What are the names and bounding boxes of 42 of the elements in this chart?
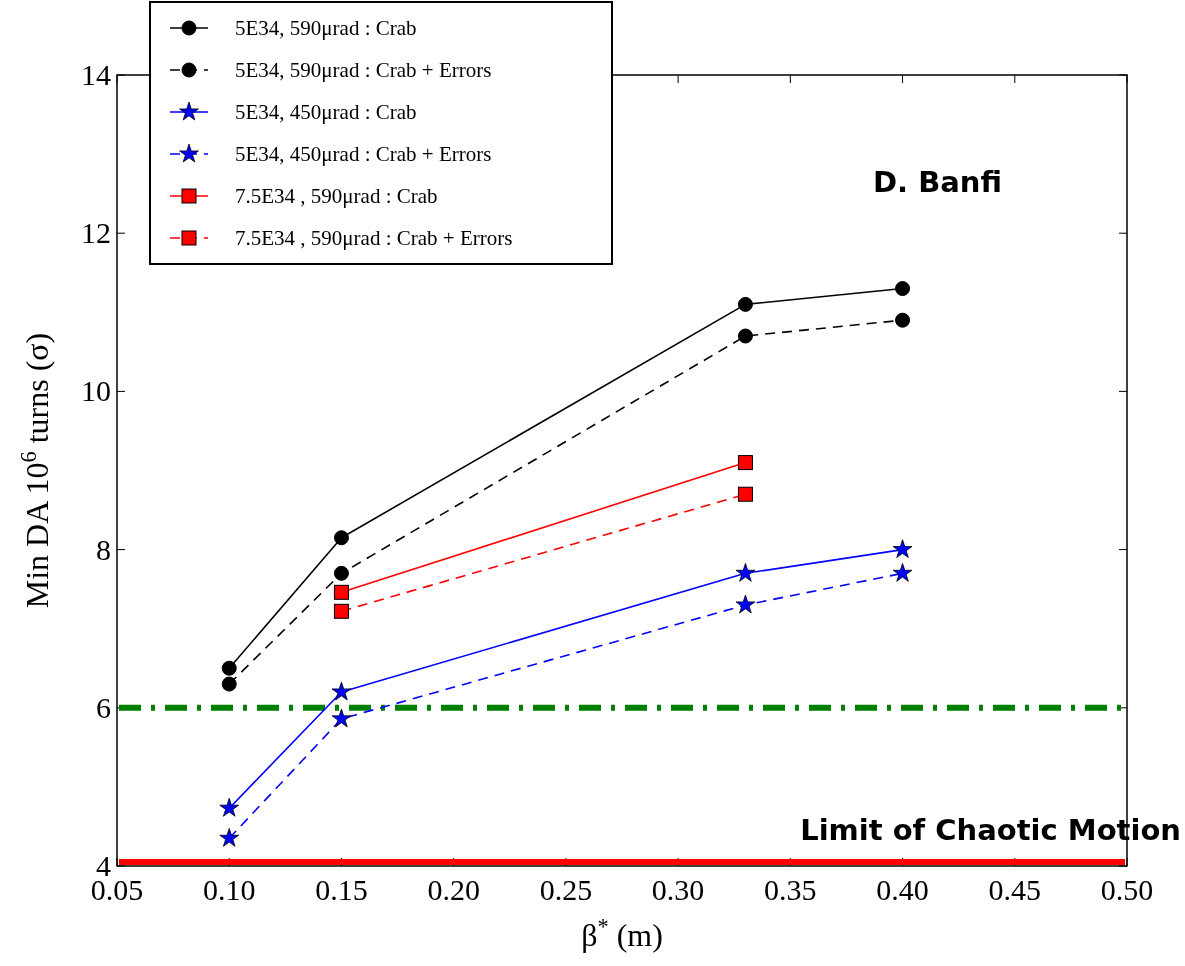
legend-label: 7.5E34 , 590μrad : Crab + Errors xyxy=(235,226,513,250)
point xyxy=(333,530,349,546)
x-tick-label: 0.10 xyxy=(202,873,256,906)
point xyxy=(219,828,240,847)
y-tick-label: 10 xyxy=(81,374,111,408)
annotation: D. Banfi xyxy=(873,165,1002,199)
point xyxy=(735,594,756,614)
point xyxy=(892,563,913,582)
legend-label: 7.5E34 , 590μrad : Crab xyxy=(235,184,438,208)
x-tick-label: 0.40 xyxy=(876,873,929,906)
x-tick-label: 0.45 xyxy=(988,873,1042,906)
point xyxy=(735,563,756,582)
point xyxy=(892,539,913,559)
point xyxy=(221,660,237,676)
x-tick-label: 0.50 xyxy=(1100,873,1154,906)
y-tick-label: 12 xyxy=(81,216,111,250)
x-tick-label: 0.20 xyxy=(427,873,480,906)
point xyxy=(895,312,911,328)
x-tick-label: 0.30 xyxy=(651,873,705,906)
legend-label: 5E34, 450μrad : Crab + Errors xyxy=(235,142,492,166)
x-tick-label: 0.25 xyxy=(539,873,593,906)
point xyxy=(333,565,349,581)
point xyxy=(737,455,753,471)
point xyxy=(331,681,352,701)
x-tick-label: 0.15 xyxy=(315,873,368,906)
point xyxy=(219,797,240,817)
point xyxy=(333,603,349,619)
legend-label: 5E34, 590μrad : Crab + Errors xyxy=(235,58,492,82)
legend-label: 5E34, 450μrad : Crab xyxy=(235,100,417,124)
point xyxy=(895,281,911,297)
legend-label: 5E34, 590μrad : Crab xyxy=(235,16,417,40)
x-axis-title: β$^{*}$ (m) xyxy=(581,913,663,953)
y-tick-label: 14 xyxy=(81,58,111,91)
y-tick-label: 8 xyxy=(96,532,111,566)
point xyxy=(331,708,352,728)
point xyxy=(333,584,349,600)
point xyxy=(221,676,237,692)
x-tick-label: 0.35 xyxy=(764,873,817,906)
point xyxy=(737,328,753,344)
y-tick-label: 6 xyxy=(96,690,111,724)
point xyxy=(737,486,753,502)
point xyxy=(737,296,753,312)
